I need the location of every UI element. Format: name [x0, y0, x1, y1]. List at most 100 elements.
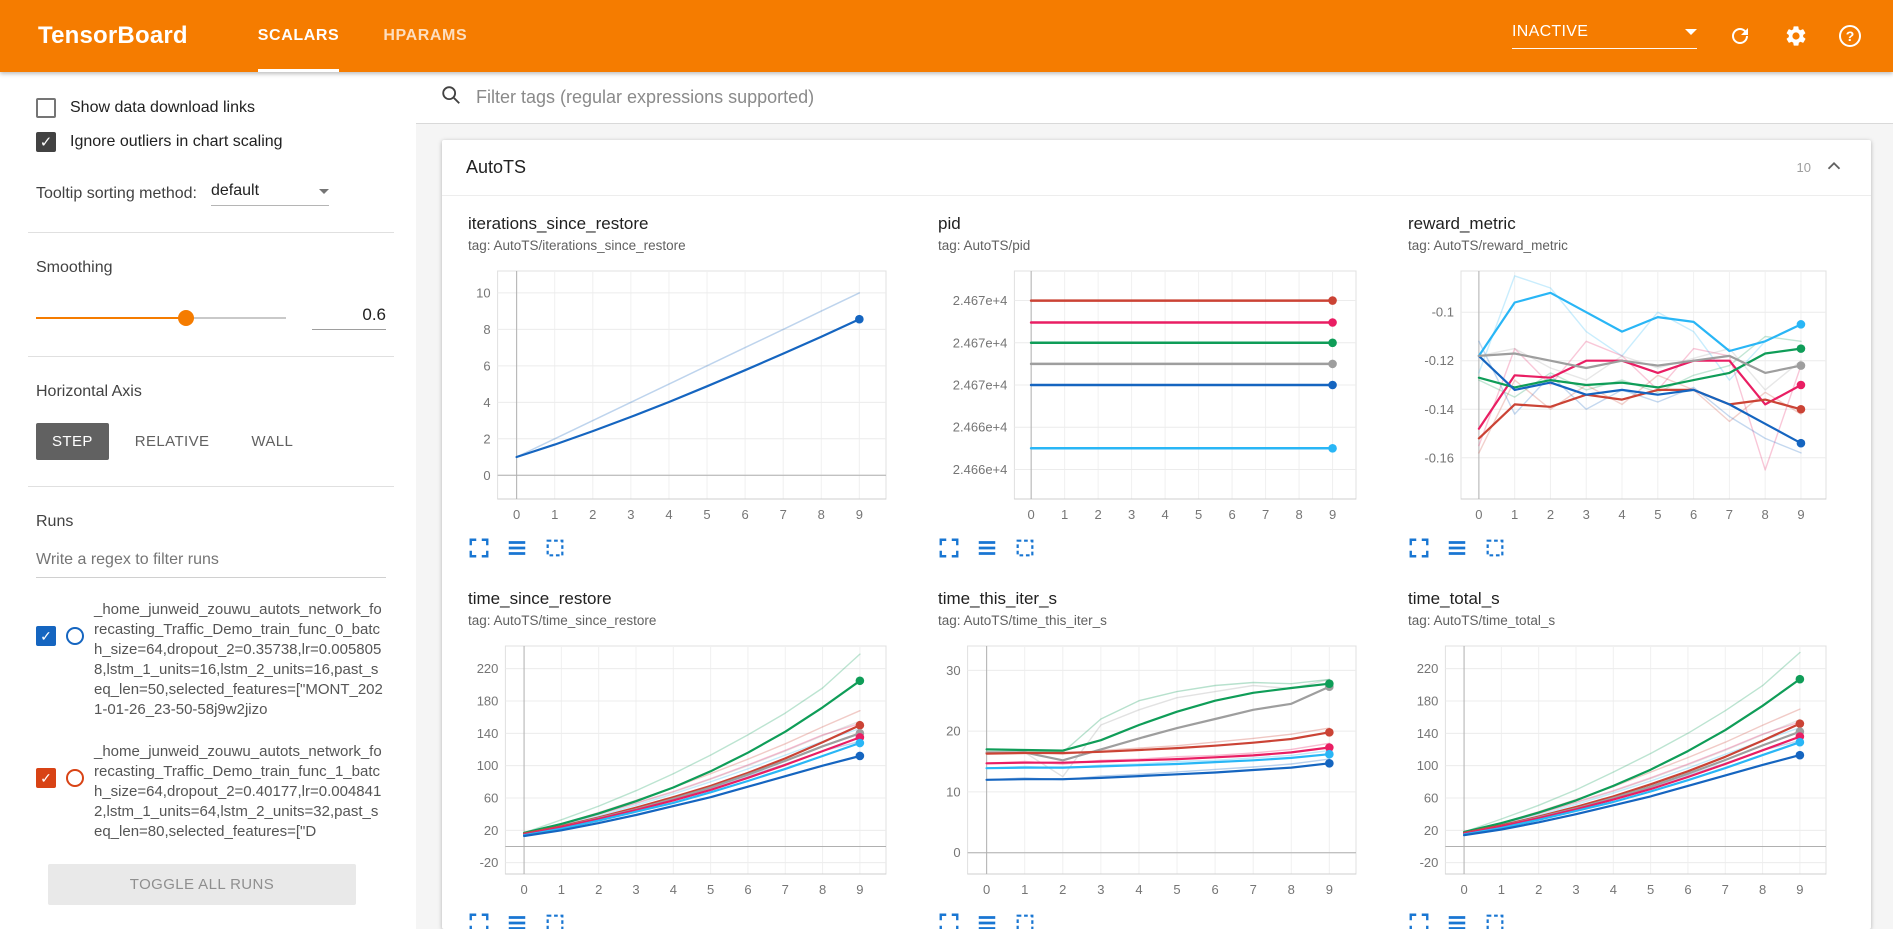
tooltip-sorting-value: default [210, 182, 260, 199]
series-pink [522, 736, 861, 836]
chart-plot-wrap: 0 1 2 3 4 5 6 7 8 9 -20 20 60 100 140 180 220 [468, 636, 908, 904]
chart-plot[interactable]: 0 1 2 3 4 5 6 7 8 9 2.467e+4 2.467e+4 2.467e+4 2.466e… [938, 261, 1368, 529]
autots-card-header[interactable]: AutoTS 10 [442, 140, 1871, 196]
svg-text:1: 1 [551, 507, 558, 522]
svg-text:8: 8 [1759, 882, 1766, 897]
app-title: TensorBoard [38, 22, 188, 49]
expand-chart-icon[interactable] [468, 537, 490, 559]
svg-text:-0.14: -0.14 [1424, 402, 1454, 417]
tag-filter-input[interactable] [476, 87, 1869, 108]
svg-text:5: 5 [1654, 507, 1661, 522]
series-cyan_raw [1463, 726, 1801, 836]
chart-plot[interactable]: 0 1 2 3 4 5 6 7 8 9 0 10 20 30 [938, 636, 1368, 904]
series-smoothed [515, 318, 861, 459]
show-download-links-row[interactable]: Show data download links [36, 98, 386, 118]
chart-plot[interactable]: 0 1 2 3 4 5 6 7 8 9 0 2 4 6 8 10 [468, 261, 898, 529]
fit-domain-icon[interactable] [1484, 537, 1506, 559]
chart-title: time_total_s [1408, 589, 1500, 608]
ignore-outliers-checkbox[interactable] [36, 132, 56, 152]
chart-toolbar [1408, 537, 1848, 559]
series-end-dot [1325, 728, 1334, 737]
run-checkbox[interactable]: ✓ [36, 626, 56, 646]
chart-plot[interactable]: 0 1 2 3 4 5 6 7 8 9 -20 20 60 100 140 180 220 [1408, 636, 1838, 904]
series-blue [1477, 354, 1803, 445]
series-pink [1462, 735, 1801, 835]
tooltip-sorting-label: Tooltip sorting method: [36, 185, 197, 202]
runs-filter-input[interactable] [36, 543, 386, 578]
help-icon[interactable]: ? [1839, 25, 1861, 47]
fit-domain-icon[interactable] [1014, 537, 1036, 559]
expand-chart-icon[interactable] [468, 912, 490, 929]
svg-text:4: 4 [1135, 882, 1142, 897]
svg-text:4: 4 [483, 395, 490, 410]
slider-thumb[interactable] [178, 309, 194, 326]
tab-scalars[interactable]: SCALARS [257, 0, 340, 72]
svg-text:1: 1 [1511, 507, 1518, 522]
chart-plot-wrap: 0 1 2 3 4 5 6 7 8 9 -0.1 -0.12 -0.14 -0.16 [1408, 261, 1848, 529]
svg-text:7: 7 [1262, 507, 1269, 522]
chart-plot[interactable]: 0 1 2 3 4 5 6 7 8 9 -0.1 -0.12 -0.14 -0.16 [1408, 261, 1838, 529]
chart-card-time_this_iter_s: time_this_iter_s tag: AutoTS/time_this_it… [938, 589, 1378, 929]
fit-domain-icon[interactable] [1484, 912, 1506, 929]
svg-text:5: 5 [703, 507, 710, 522]
svg-text:7: 7 [1726, 507, 1733, 522]
fit-domain-icon[interactable] [1014, 912, 1036, 929]
chevron-up-icon[interactable] [1821, 153, 1847, 182]
run-radio[interactable] [66, 627, 84, 645]
series-red [985, 731, 1331, 755]
axis-wall-button[interactable]: WALL [235, 423, 309, 460]
series-cyan [985, 753, 1331, 770]
chart-data-icon[interactable] [976, 912, 998, 929]
slider-fill [36, 309, 194, 326]
svg-text:100: 100 [477, 758, 499, 773]
fit-domain-icon[interactable] [544, 912, 566, 929]
svg-text:220: 220 [1417, 661, 1439, 676]
svg-text:9: 9 [856, 882, 863, 897]
chart-data-icon[interactable] [1446, 912, 1468, 929]
svg-text:3: 3 [1097, 882, 1104, 897]
refresh-icon[interactable] [1727, 23, 1753, 49]
svg-text:2: 2 [1547, 507, 1554, 522]
toggle-all-runs-button[interactable]: TOGGLE ALL RUNS [48, 864, 356, 905]
chart-data-icon[interactable] [976, 537, 998, 559]
axis-relative-button[interactable]: RELATIVE [119, 423, 226, 460]
series-end-dot [1328, 318, 1337, 327]
svg-text:2: 2 [1095, 507, 1102, 522]
svg-text:4: 4 [1618, 507, 1625, 522]
series-end-dot [1795, 737, 1805, 747]
show-download-links-checkbox[interactable] [36, 98, 56, 118]
svg-text:60: 60 [1424, 791, 1438, 806]
svg-text:180: 180 [477, 693, 499, 708]
chart-data-icon[interactable] [1446, 537, 1468, 559]
ignore-outliers-row[interactable]: Ignore outliers in chart scaling [36, 132, 386, 152]
expand-chart-icon[interactable] [938, 912, 960, 929]
fit-domain-icon[interactable] [544, 537, 566, 559]
svg-text:0: 0 [513, 507, 520, 522]
run-checkbox[interactable]: ✓ [36, 768, 56, 788]
series-end-dot [1795, 750, 1805, 760]
chart-data-icon[interactable] [506, 912, 528, 929]
series-gray_raw [1478, 347, 1802, 391]
tab-hparams[interactable]: HPARAMS [383, 27, 468, 44]
series-end-dot [1328, 359, 1337, 369]
svg-text:180: 180 [1417, 693, 1439, 708]
run-radio[interactable] [66, 769, 84, 787]
expand-chart-icon[interactable] [1408, 912, 1430, 929]
tooltip-sorting-select[interactable]: default [210, 182, 329, 206]
svg-text:30: 30 [946, 663, 960, 678]
smoothing-value[interactable]: 0.6 [312, 305, 386, 330]
chart-plot[interactable]: 0 1 2 3 4 5 6 7 8 9 -20 20 60 100 140 180 220 [468, 636, 898, 904]
smoothing-slider[interactable] [36, 309, 286, 326]
status-dropdown[interactable]: INACTIVE [1512, 23, 1697, 49]
series-green [985, 682, 1331, 752]
gear-icon[interactable] [1783, 23, 1809, 49]
chart-title: reward_metric [1408, 214, 1516, 233]
svg-text:8: 8 [1762, 507, 1769, 522]
expand-chart-icon[interactable] [938, 537, 960, 559]
svg-text:8: 8 [1295, 507, 1302, 522]
chart-data-icon[interactable] [506, 537, 528, 559]
chart-tag: tag: AutoTS/reward_metric [1408, 238, 1568, 253]
axis-step-button[interactable]: STEP [36, 423, 109, 460]
expand-chart-icon[interactable] [1408, 537, 1430, 559]
series-green_raw [523, 653, 861, 834]
